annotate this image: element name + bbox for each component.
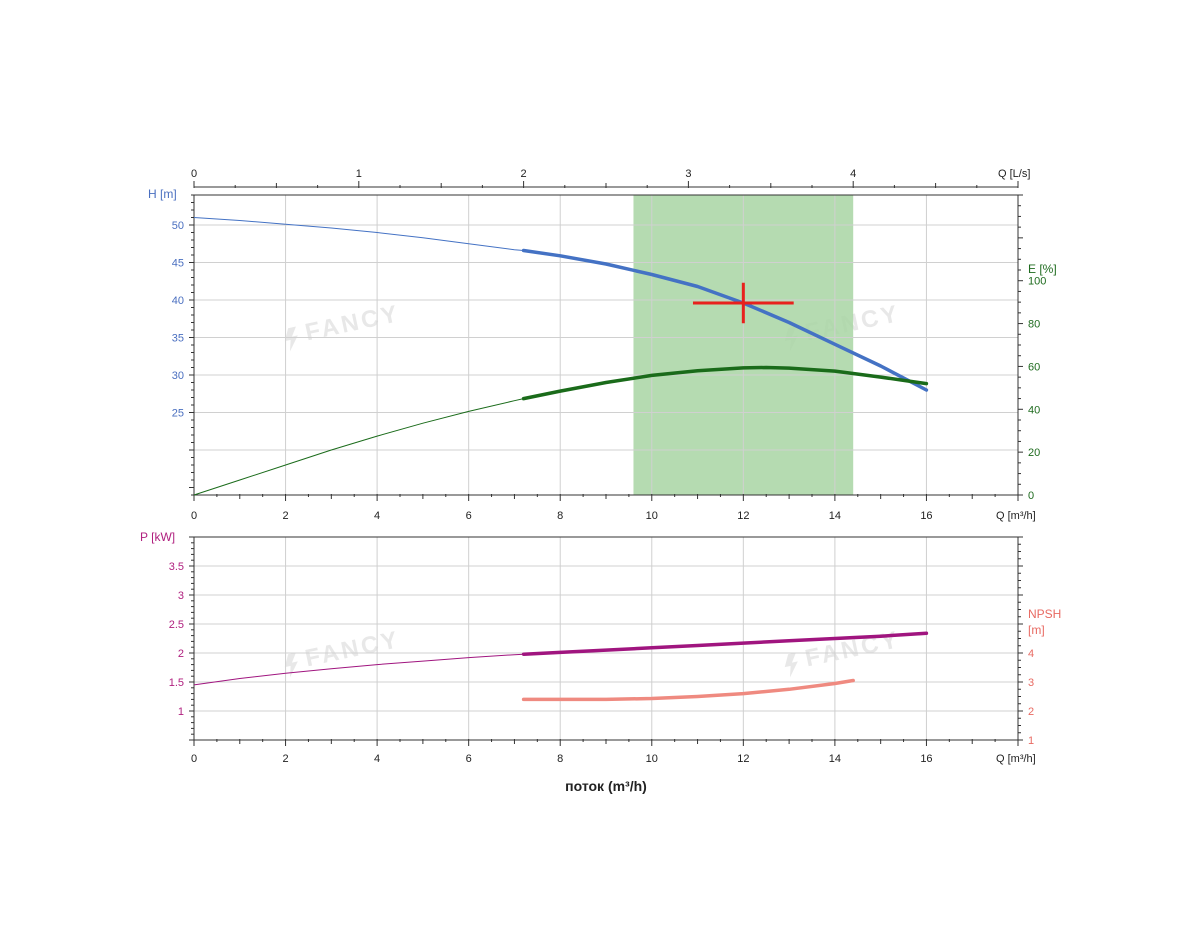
chart_data.1.y_right-tick-label: 1 [1028,735,1034,747]
watermark-3: FANCY [284,626,403,678]
chart_data.0.y_right-tick-label: 100 [1028,276,1046,288]
y-right-title-efficiency: E [%] [1028,262,1057,276]
axes-layer [189,181,1023,746]
x-axis-title: поток (m³/h) [565,778,647,794]
chart_data.0.y_left-tick-label: 45 [172,258,184,270]
chart_data.0.y_right-tick-label: 40 [1028,404,1040,416]
watermark-logo-icon [284,652,298,678]
watermark-logo-icon [784,652,798,678]
grid-layer [194,195,1018,740]
top-x-tick-label: 2 [282,510,288,522]
y-left-title-power: P [kW] [140,530,175,544]
top-x-axis-label: Q [m³/h] [996,510,1036,522]
watermark-text: FANCY [303,300,403,346]
chart_data.0.y_left-tick-label: 30 [172,370,184,382]
chart_data.0.y_right-tick-label: 60 [1028,361,1040,373]
top-x2-tick-label: 0 [191,168,197,180]
bottom-x-tick-label: 8 [557,753,563,765]
bottom-x-tick-label: 4 [374,753,380,765]
series-efficiency-curve-thin [193,398,524,496]
bottom-x-axis-label: Q [m³/h] [996,753,1036,765]
chart_data.1.y_left-tick-label: 1 [178,706,184,718]
top-x2-tick-label: 4 [850,168,856,180]
y-left-title-head: H [m] [148,187,177,201]
top-x-tick-label: 6 [466,510,472,522]
chart_data.1.y_left-tick-label: 3.5 [169,561,184,573]
series-npsh-curve-bold [521,678,855,702]
y-right-title-npsh-unit: [m] [1028,623,1045,637]
series-power-curve-thin [193,653,524,686]
top-x-tick-label: 0 [191,510,197,522]
chart_data.1.y_left-tick-label: 3 [178,590,184,602]
duty-point-layer [692,282,794,324]
top-x-tick-label: 4 [374,510,380,522]
watermark-text: FANCY [303,626,403,672]
bottom-x-tick-label: 6 [466,753,472,765]
top-x2-tick-label: 3 [685,168,691,180]
top-x2-tick-label: 2 [521,168,527,180]
top-x-tick-label: 16 [920,510,932,522]
bottom-x-tick-label: 14 [829,753,841,765]
chart_data.1.y_right-tick-label: 3 [1028,677,1034,689]
chart_data.0.y_right-tick-label: 20 [1028,447,1040,459]
chart_data.0.y_left-tick-label: 35 [172,333,184,345]
labels-layer: 0 2 4 6 8 10 12 14 16 Q [m³/h]0 2 4 6 8 10 12 14 16 Q [m³/… [140,168,1061,794]
chart_data.1.y_left-tick-label: 2.5 [169,619,184,631]
top-x-tick-label: 14 [829,510,841,522]
series-efficiency-curve-bold [521,365,929,401]
chart_data.0.y_right-tick-label: 80 [1028,319,1040,331]
bottom-x-tick-label: 0 [191,753,197,765]
top-x2-axis-label: Q [L/s] [998,168,1030,180]
top-x2-tick-label: 1 [356,168,362,180]
bottom-x-tick-label: 10 [646,753,658,765]
top-x-tick-label: 8 [557,510,563,522]
chart_data.1.y_left-tick-label: 1.5 [169,677,184,689]
bottom-x-tick-label: 16 [920,753,932,765]
series-head-curve-bold [521,248,929,392]
chart_data.0.y_right-tick-label: 0 [1028,490,1034,502]
chart_data.1.y_left-tick-label: 2 [178,648,184,660]
watermark-4: FANCY [784,626,903,678]
chart_data.0.y_left-tick-label: 50 [172,220,184,232]
series-layer [193,217,929,702]
series-power-curve-bold [521,631,929,656]
chart_data.0.y_left-tick-label: 40 [172,295,184,307]
series-head-curve-thin [193,217,524,251]
chart_data.0.y_left-tick-label: 25 [172,408,184,420]
chart_data.1.y_right-tick-label: 4 [1028,648,1034,660]
watermark-text: FANCY [803,626,903,672]
watermark-1: FANCY [284,300,403,352]
watermark-logo-icon [284,326,298,352]
top-x-tick-label: 12 [737,510,749,522]
y-right-title-npsh: NPSH [1028,607,1061,621]
top-x-tick-label: 10 [646,510,658,522]
bottom-x-tick-label: 2 [282,753,288,765]
chart_data.1.y_right-tick-label: 2 [1028,706,1034,718]
bottom-x-tick-label: 12 [737,753,749,765]
